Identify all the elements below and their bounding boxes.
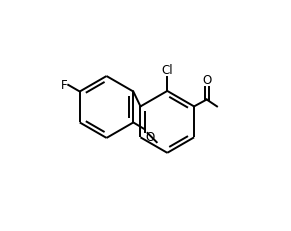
Text: F: F <box>61 79 67 92</box>
Text: O: O <box>202 74 211 87</box>
Text: O: O <box>146 131 155 144</box>
Text: Cl: Cl <box>162 64 173 77</box>
